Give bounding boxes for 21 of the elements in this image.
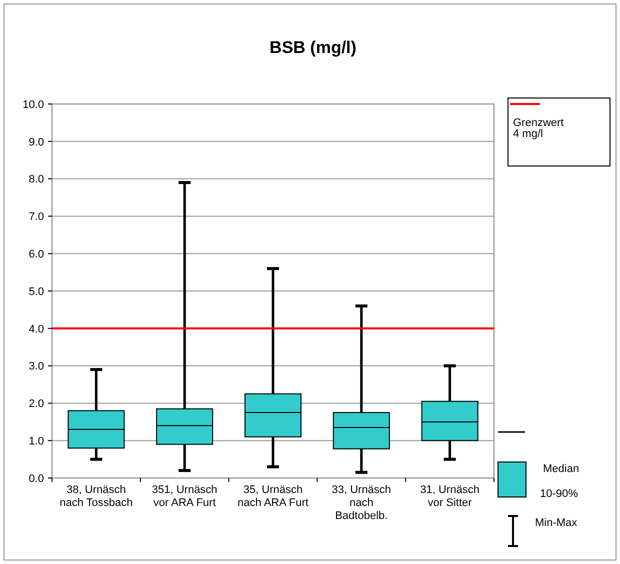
x-tick-label: 33, Urnäsch nach Badtobelb. [332, 484, 392, 522]
x-tick-label: 31, Urnäsch vor Sitter [420, 484, 480, 509]
chart-title: BSB (mg/l) [270, 38, 356, 57]
legend-label: Grenzwert 4 mg/l [513, 117, 564, 140]
y-tick-label: 4.0 [28, 323, 44, 336]
y-tick-label: 7.0 [28, 211, 44, 224]
y-tick-label: 1.0 [28, 435, 44, 448]
text: Min-Max [535, 517, 578, 529]
y-tick-label: 9.0 [28, 136, 44, 148]
y-tick-label: 3.0 [28, 360, 44, 373]
y-tick-label: 8.0 [28, 174, 44, 186]
y-tick-label: 5.0 [28, 286, 44, 298]
y-tick-label: 10.0 [22, 98, 44, 111]
x-tick-label: 35, Urnäsch nach ARA Furt [238, 484, 308, 509]
text: Median [543, 463, 580, 475]
y-tick-label: 6.0 [28, 248, 44, 260]
y-tick-label: 0.0 [28, 472, 44, 485]
y-tick-label: 2.0 [28, 398, 44, 410]
x-tick-label: 351, Urnäsch vor ARA Furt [152, 484, 218, 509]
x-tick-label: 38, Urnäsch nach Tossbach [60, 484, 133, 509]
text: 10-90% [540, 488, 578, 500]
